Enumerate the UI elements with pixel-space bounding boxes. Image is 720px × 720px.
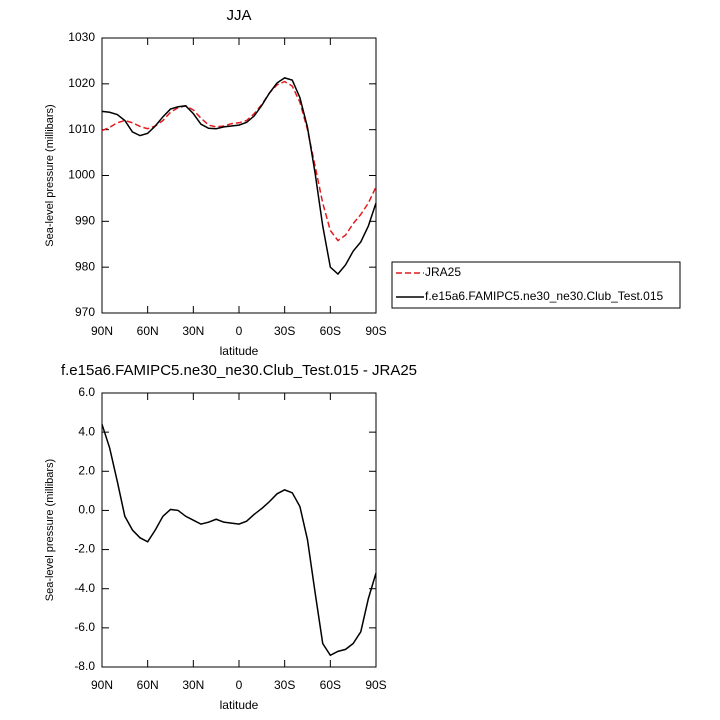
- y-axis-label: Sea-level pressure (millibars): [44, 104, 56, 246]
- line-series: [101, 80, 377, 242]
- y-tick-label: -6.0: [74, 620, 95, 634]
- chart-title: f.e15a6.FAMIPC5.ne30_ne30.Club_Test.015 …: [61, 362, 417, 379]
- x-tick-label: 30N: [182, 324, 204, 338]
- x-tick-label: 60N: [137, 678, 159, 692]
- y-tick-label: 6.0: [78, 385, 95, 399]
- x-tick-label: 60S: [320, 324, 341, 338]
- y-tick-label: 1030: [68, 30, 95, 44]
- legend-label: JRA25: [425, 265, 461, 279]
- y-tick-label: 980: [75, 259, 95, 273]
- legend-label: f.e15a6.FAMIPC5.ne30_ne30.Club_Test.015: [425, 289, 663, 303]
- x-tick-label: 30S: [274, 324, 295, 338]
- y-tick-label: 4.0: [78, 424, 95, 438]
- plot-frame: [101, 392, 377, 668]
- y-tick-label: 1020: [68, 76, 95, 90]
- y-tick-label: 1010: [68, 122, 95, 136]
- y-tick-label: 1000: [68, 168, 95, 182]
- legend-box: [391, 261, 681, 309]
- plot-frame: [101, 37, 377, 314]
- y-tick-label: -8.0: [74, 659, 95, 673]
- x-tick-label: 30N: [182, 678, 204, 692]
- x-tick-label: 30S: [274, 678, 295, 692]
- y-tick-label: -4.0: [74, 581, 95, 595]
- line-series: [101, 77, 377, 276]
- x-tick-label: 90N: [91, 678, 113, 692]
- x-tick-label: 60S: [320, 678, 341, 692]
- y-tick-label: -2.0: [74, 542, 95, 556]
- line-series: [101, 424, 377, 657]
- x-tick-label: 60N: [137, 324, 159, 338]
- y-tick-label: 2.0: [78, 463, 95, 477]
- x-tick-label: 0: [236, 678, 243, 692]
- x-tick-label: 90S: [365, 324, 386, 338]
- y-tick-label: 0.0: [78, 503, 95, 517]
- y-tick-label: 970: [75, 305, 95, 319]
- x-axis-label: latitude: [220, 698, 259, 712]
- x-tick-label: 0: [236, 324, 243, 338]
- y-tick-label: 990: [75, 214, 95, 228]
- y-axis-label: Sea-level pressure (millibars): [44, 459, 56, 601]
- x-axis-label: latitude: [220, 344, 259, 358]
- x-tick-label: 90N: [91, 324, 113, 338]
- chart-title: JJA: [226, 7, 251, 24]
- x-tick-label: 90S: [365, 678, 386, 692]
